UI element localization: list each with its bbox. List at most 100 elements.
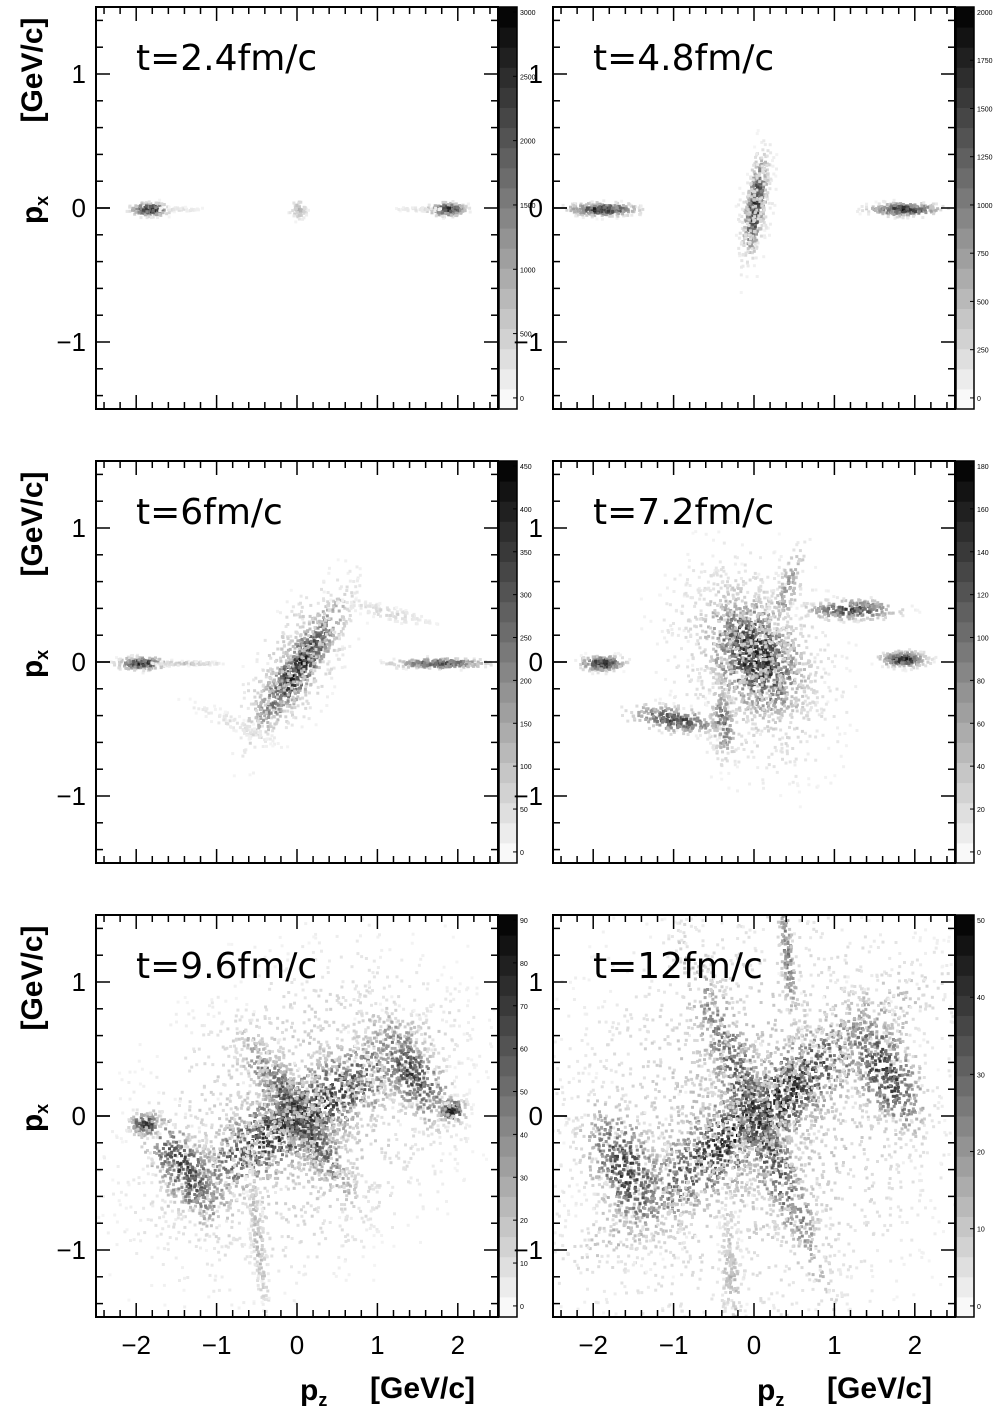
heatmap-cell	[901, 668, 905, 672]
heatmap-cell	[761, 605, 765, 609]
heatmap-cell	[302, 651, 306, 655]
y-tick-label: −1	[56, 781, 86, 811]
heatmap-cell	[162, 660, 166, 664]
heatmap-cell	[411, 614, 415, 618]
heatmap-cell	[721, 642, 725, 646]
heatmap-cell	[270, 672, 273, 676]
heatmap-cell	[588, 211, 592, 215]
heatmap-cell	[259, 679, 263, 683]
heatmap-cell	[795, 606, 799, 610]
heatmap-cell	[304, 665, 308, 669]
heatmap-cell	[804, 694, 808, 698]
heatmap-cell	[304, 632, 308, 636]
heatmap-cell	[444, 201, 448, 205]
heatmap-cell	[271, 689, 274, 693]
heatmap-cell	[190, 208, 194, 212]
heatmap-cell	[388, 617, 392, 621]
heatmap-cell	[377, 603, 381, 607]
heatmap-cell	[789, 682, 793, 686]
heatmap-cell	[755, 174, 759, 178]
heatmap-cell	[605, 657, 608, 661]
heatmap-cell	[770, 589, 774, 593]
heatmap-cell	[338, 648, 342, 651]
heatmap-cell	[595, 205, 599, 209]
y-tick-label: 1	[72, 513, 86, 543]
heatmap-cell	[205, 707, 209, 711]
heatmap-cell	[709, 775, 713, 779]
heatmap-cell	[815, 700, 819, 704]
heatmap-cell	[286, 648, 290, 652]
heatmap-cell	[762, 208, 766, 212]
heatmap-cell	[259, 708, 263, 711]
heatmap-cell	[613, 655, 617, 659]
heatmap-cell	[128, 209, 132, 213]
heatmap-cell	[742, 244, 746, 247]
heatmap-cell	[205, 661, 209, 665]
heatmap-cell	[329, 617, 333, 621]
heatmap-cell	[326, 668, 330, 672]
heatmap-cell	[717, 672, 721, 676]
heatmap-cell	[316, 601, 320, 605]
heatmap-cell	[305, 682, 309, 686]
heatmap-cell	[258, 680, 261, 684]
heatmap-cell	[758, 167, 762, 171]
heatmap-cell	[731, 659, 735, 663]
heatmap-cell	[714, 643, 718, 646]
colorbar-label: 1000	[977, 203, 993, 210]
heatmap-cell	[744, 233, 747, 237]
heatmap-cell	[766, 646, 770, 650]
heatmap-cell	[317, 651, 320, 655]
heatmap-cell	[759, 234, 763, 238]
heatmap-cell	[607, 206, 611, 210]
heatmap-cell	[428, 621, 432, 625]
heatmap-cell	[795, 651, 799, 655]
heatmap-cell	[270, 716, 274, 720]
heatmap-cell	[777, 648, 781, 652]
heatmap-cell	[885, 206, 889, 210]
heatmap-cell	[730, 618, 733, 622]
colorbar-step	[499, 621, 517, 643]
heatmap-cell	[154, 662, 158, 666]
heatmap-cell	[694, 625, 698, 629]
heatmap-cell	[588, 207, 592, 211]
heatmap-cell	[894, 650, 898, 654]
heatmap-cell	[296, 690, 300, 694]
heatmap-cell	[418, 208, 422, 212]
heatmap-cell	[746, 707, 750, 711]
heatmap-cell	[771, 666, 775, 669]
heatmap-cell	[865, 207, 869, 211]
heatmap-cell	[761, 169, 765, 173]
heatmap-cell	[764, 215, 768, 219]
heatmap-cell	[741, 220, 745, 224]
heatmap-cell	[707, 634, 711, 638]
heatmap-cell	[763, 236, 767, 240]
heatmap-cell	[573, 202, 577, 206]
heatmap-cell	[267, 716, 270, 719]
heatmap-cell	[322, 590, 326, 594]
heatmap-cell	[596, 203, 600, 207]
heatmap-cell	[754, 165, 758, 169]
heatmap-cell	[298, 661, 301, 665]
heatmap-cell	[736, 583, 740, 587]
heatmap-cell	[613, 664, 617, 668]
heatmap-cell	[426, 659, 430, 663]
heatmap-cell	[272, 692, 276, 696]
heatmap-cell	[249, 731, 252, 735]
heatmap-cell	[783, 686, 787, 690]
heatmap-cell	[747, 224, 751, 227]
heatmap-cell	[596, 211, 600, 215]
heatmap-cell	[161, 211, 165, 215]
heatmap-cell	[305, 699, 309, 703]
heatmap-cell	[905, 657, 909, 661]
heatmap-cell	[112, 662, 116, 666]
heatmap-cell	[758, 639, 762, 643]
heatmap-cell	[750, 251, 754, 255]
heatmap-cell	[450, 203, 454, 207]
heatmap-cell	[743, 660, 747, 664]
colorbar-label: 500	[977, 299, 989, 306]
heatmap-cell	[763, 234, 766, 238]
heatmap-cell	[318, 623, 322, 627]
heatmap-cell	[302, 665, 306, 669]
heatmap-cell	[403, 615, 407, 619]
heatmap-cell	[771, 159, 774, 163]
